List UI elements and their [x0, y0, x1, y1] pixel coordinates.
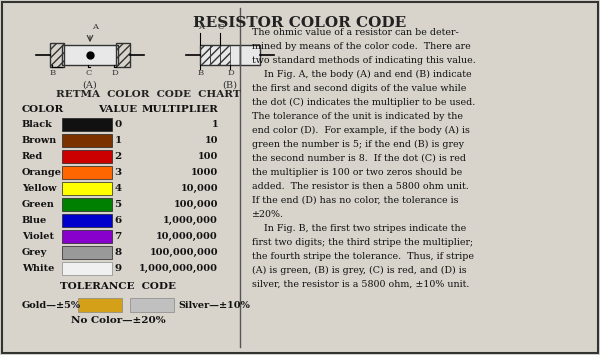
Text: The ohmic value of a resistor can be deter-: The ohmic value of a resistor can be det…: [252, 28, 459, 37]
Text: added.  The resistor is then a 5800 ohm unit.: added. The resistor is then a 5800 ohm u…: [252, 182, 469, 191]
Bar: [116, 43, 130, 67]
Text: 100,000,000: 100,000,000: [149, 248, 218, 257]
Text: silver, the resistor is a 5800 ohm, ±10% unit.: silver, the resistor is a 5800 ohm, ±10%…: [252, 280, 469, 289]
Text: COLOR: COLOR: [22, 105, 64, 114]
Text: If the end (D) has no color, the tolerance is: If the end (D) has no color, the toleran…: [252, 196, 458, 205]
Text: mined by means of the color code.  There are: mined by means of the color code. There …: [252, 42, 471, 51]
Text: the multiplier is 100 or two zeros should be: the multiplier is 100 or two zeros shoul…: [252, 168, 462, 177]
Text: 3: 3: [115, 168, 122, 177]
Text: 10,000: 10,000: [181, 184, 218, 193]
Text: 1: 1: [211, 120, 218, 129]
Text: RESISTOR COLOR CODE: RESISTOR COLOR CODE: [193, 16, 407, 30]
Bar: [200, 45, 210, 65]
Text: 9: 9: [115, 264, 122, 273]
Text: D: D: [228, 69, 235, 77]
Text: RETMA  COLOR  CODE  CHART: RETMA COLOR CODE CHART: [56, 90, 241, 99]
Bar: [62, 262, 112, 275]
Text: 1: 1: [115, 136, 122, 145]
Text: 1000: 1000: [191, 168, 218, 177]
Text: end color (D).  For example, if the body (A) is: end color (D). For example, if the body …: [252, 126, 470, 135]
Text: 0: 0: [115, 120, 122, 129]
Text: Red: Red: [22, 152, 43, 161]
Text: Brown: Brown: [22, 136, 57, 145]
Text: 7: 7: [115, 232, 122, 241]
Text: VALUE: VALUE: [98, 105, 137, 114]
Text: D: D: [112, 69, 119, 77]
Text: 100,000: 100,000: [173, 200, 218, 209]
Text: A: A: [92, 23, 98, 31]
Bar: [50, 43, 64, 67]
Text: B: B: [198, 69, 204, 77]
Text: 8: 8: [115, 248, 122, 257]
Bar: [62, 214, 112, 227]
Text: the first and second digits of the value while: the first and second digits of the value…: [252, 84, 466, 93]
Text: first two digits; the third stripe the multiplier;: first two digits; the third stripe the m…: [252, 238, 473, 247]
Text: Orange: Orange: [22, 168, 62, 177]
Text: 1,000,000,000: 1,000,000,000: [139, 264, 218, 273]
Text: the dot (C) indicates the multiplier to be used.: the dot (C) indicates the multiplier to …: [252, 98, 475, 107]
Bar: [130, 298, 174, 312]
Bar: [62, 150, 112, 163]
Text: 100: 100: [197, 152, 218, 161]
Bar: [62, 134, 112, 147]
Text: 4: 4: [115, 184, 122, 193]
Bar: [62, 166, 112, 179]
Text: (A) is green, (B) is grey, (C) is red, and (D) is: (A) is green, (B) is grey, (C) is red, a…: [252, 266, 467, 275]
Text: 6: 6: [115, 216, 122, 225]
Text: Violet: Violet: [22, 232, 54, 241]
Text: 2: 2: [115, 152, 122, 161]
Text: green the number is 5; if the end (B) is grey: green the number is 5; if the end (B) is…: [252, 140, 464, 149]
Text: Grey: Grey: [22, 248, 47, 257]
Bar: [62, 246, 112, 259]
Text: Blue: Blue: [22, 216, 47, 225]
Bar: [62, 118, 112, 131]
Text: ±20%.: ±20%.: [252, 210, 284, 219]
Text: B: B: [50, 69, 56, 77]
Text: White: White: [22, 264, 55, 273]
Bar: [78, 298, 122, 312]
Bar: [62, 182, 112, 195]
Text: the fourth stripe the tolerance.  Thus, if stripe: the fourth stripe the tolerance. Thus, i…: [252, 252, 474, 261]
Bar: [200, 45, 240, 65]
Text: the second number is 8.  If the dot (C) is red: the second number is 8. If the dot (C) i…: [252, 154, 466, 163]
Text: 5: 5: [115, 200, 122, 209]
Text: TOLERANCE  CODE: TOLERANCE CODE: [60, 282, 176, 291]
Text: No Color—±20%: No Color—±20%: [71, 316, 166, 325]
Text: The tolerance of the unit is indicated by the: The tolerance of the unit is indicated b…: [252, 112, 463, 121]
Text: In Fig. A, the body (A) and end (B) indicate: In Fig. A, the body (A) and end (B) indi…: [252, 70, 472, 79]
Bar: [62, 198, 112, 211]
Text: A: A: [198, 23, 204, 31]
Text: C: C: [86, 69, 92, 77]
Text: MULTIPLIER: MULTIPLIER: [141, 105, 218, 114]
Text: 1,000,000: 1,000,000: [163, 216, 218, 225]
Text: 10: 10: [205, 136, 218, 145]
Bar: [62, 45, 118, 65]
Text: Silver—±10%: Silver—±10%: [178, 301, 250, 311]
Text: Gold—±5%: Gold—±5%: [22, 301, 81, 311]
Bar: [210, 45, 220, 65]
Text: 10,000,000: 10,000,000: [156, 232, 218, 241]
Text: In Fig. B, the first two stripes indicate the: In Fig. B, the first two stripes indicat…: [252, 224, 466, 233]
Text: Black: Black: [22, 120, 53, 129]
Text: Green: Green: [22, 200, 55, 209]
Bar: [62, 230, 112, 243]
Text: (A): (A): [83, 81, 97, 90]
Bar: [240, 45, 260, 65]
Text: Yellow: Yellow: [22, 184, 56, 193]
Text: two standard methods of indicating this value.: two standard methods of indicating this …: [252, 56, 476, 65]
Text: (B): (B): [223, 81, 238, 90]
Bar: [220, 45, 230, 65]
Text: C: C: [218, 23, 224, 31]
